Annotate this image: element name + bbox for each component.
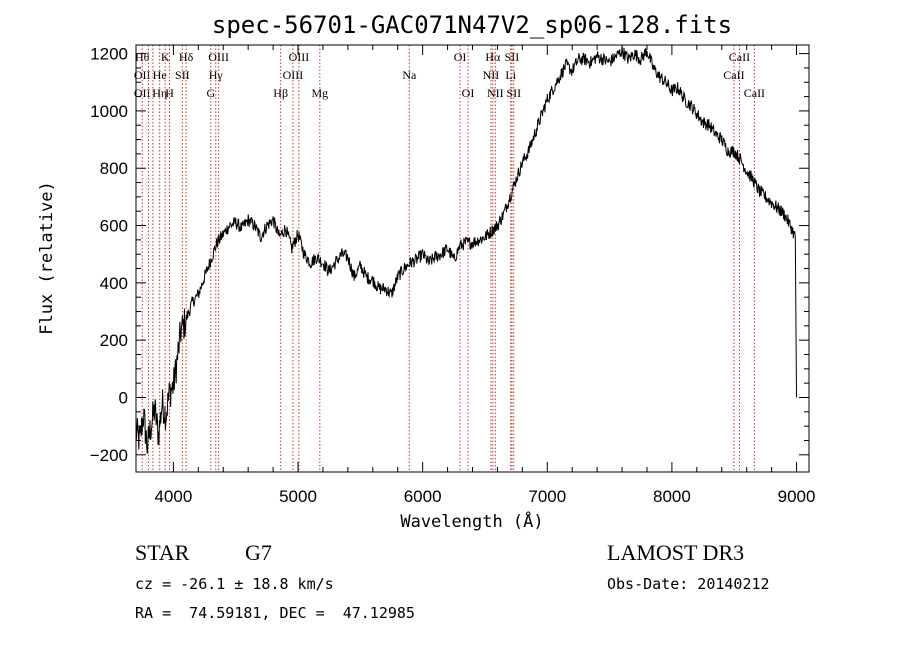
line-label-0-0: Hθ: [135, 50, 150, 64]
y-tick-label: 400: [100, 274, 128, 293]
subclass: G7: [245, 540, 272, 565]
y-tick-label: 600: [100, 217, 128, 236]
line-label-11-2: Hβ: [273, 86, 288, 100]
x-tick-label: 4000: [154, 487, 192, 506]
line-label-16-0: OI: [454, 50, 467, 64]
y-axis-label: Flux (relative): [37, 181, 57, 335]
line-markers: HθOIIOIIHeHηKHSIIHδGHγOIIIHβOIIIOIIIMgNa…: [134, 45, 765, 472]
line-label-25-0: CaII: [729, 50, 750, 64]
line-label-14-2: Mg: [311, 86, 328, 100]
line-label-15-1: Na: [402, 68, 417, 82]
line-label-7-0: Hδ: [179, 50, 194, 64]
line-label-10-0: OIII: [208, 50, 229, 64]
line-label-9-1: Hγ: [209, 68, 224, 82]
spectrum-line: [135, 45, 797, 454]
coordinates: RA = 74.59181, DEC = 47.12985: [135, 604, 415, 622]
line-label-23-2: SII: [506, 86, 521, 100]
spectrum-series: [135, 45, 797, 454]
line-label-6-1: SII: [175, 68, 190, 82]
obs-date: Obs-Date: 20140212: [607, 575, 770, 593]
line-label-26-2: CaII: [744, 86, 765, 100]
y-tick-label: 1000: [90, 102, 128, 121]
line-label-5-2: H: [165, 86, 174, 100]
y-axis: −200 0 200 400 600 800 1000 1200: [90, 45, 809, 465]
line-label-13-0: OIII: [289, 50, 310, 64]
x-tick-label: 7000: [528, 487, 566, 506]
line-label-3-1: He: [153, 68, 167, 82]
redshift-readout: cz = -26.1 ± 18.8 km/s: [135, 575, 334, 593]
line-label-18-1: NII: [483, 68, 500, 82]
line-label-0-1: OII: [134, 68, 151, 82]
line-label-20-2: NII: [487, 86, 504, 100]
x-tick-label: 8000: [653, 487, 691, 506]
x-tick-label: 5000: [279, 487, 317, 506]
object-type: STAR: [135, 540, 190, 565]
line-label-3-2: Hη: [152, 86, 167, 100]
y-tick-label: 800: [100, 159, 128, 178]
y-tick-label: 0: [119, 388, 128, 407]
line-label-21-1: Li: [505, 68, 516, 82]
y-tick-label: 200: [100, 331, 128, 350]
line-label-17-2: OI: [462, 86, 475, 100]
x-tick-label: 6000: [404, 487, 442, 506]
line-label-22-0: SII: [505, 50, 520, 64]
x-tick-label: 9000: [778, 487, 816, 506]
chart-title: spec-56701-GAC071N47V2_sp06-128.fits: [212, 11, 732, 39]
plot-frame: [135, 44, 810, 473]
line-label-19-0: Hα: [485, 50, 501, 64]
x-axis: 4000 5000 6000 7000 8000 9000: [154, 45, 815, 506]
survey-name: LAMOST DR3: [607, 540, 745, 565]
x-axis-label: Wavelength (Å): [400, 510, 543, 532]
line-label-4-0: K: [161, 50, 170, 64]
y-tick-label: 1200: [90, 45, 128, 64]
y-tick-label: −200: [90, 446, 128, 465]
line-label-24-1: CaII: [723, 68, 744, 82]
line-label-12-1: OIII: [283, 68, 304, 82]
line-label-8-2: G: [206, 86, 215, 100]
